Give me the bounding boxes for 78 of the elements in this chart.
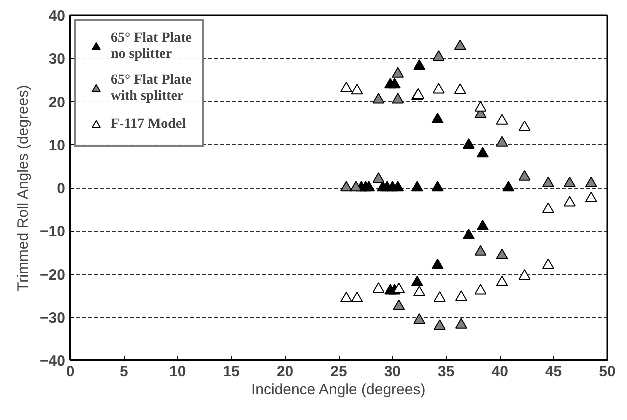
point [351,84,364,95]
point [474,101,487,112]
y-tick-label: −40 [40,353,66,370]
point [340,292,353,303]
point [462,138,475,149]
point [372,172,385,184]
point [518,170,531,181]
y-tick-label: −20 [40,266,66,284]
y-tick-label: −10 [40,224,66,241]
point [372,282,385,294]
y-tick-label: 30 [48,51,66,68]
y-tick-label: 10 [48,137,66,154]
point [474,284,487,295]
point [474,245,487,256]
point [455,290,468,302]
point [542,176,554,188]
point [392,67,404,78]
point [363,181,376,192]
y-tick-label: 0 [57,180,66,198]
point [542,202,554,214]
x-tick-label: 40 [492,364,508,380]
point [585,192,598,202]
point [432,83,445,94]
point [393,282,406,294]
x-tick-label: 45 [545,364,562,380]
point [388,78,401,89]
point [340,82,353,92]
point [476,147,489,158]
x-tick-label: 30 [384,364,402,380]
point [585,176,598,188]
y-tick-label: 20 [48,94,66,112]
point [454,40,466,50]
x-tick-label: 35 [438,364,455,380]
point [414,314,426,324]
point [496,248,508,260]
point [434,320,446,330]
x-tick-label: 15 [223,364,240,380]
y-axis-title: Trimmed Roll Angles (degrees) [15,85,32,292]
point [496,114,508,125]
point [432,113,444,124]
x-tick-label: 20 [276,364,294,380]
point [542,258,554,270]
point [564,176,576,188]
y-tick-label: 40 [48,8,66,25]
point [454,84,466,94]
point [414,286,426,296]
x-axis-title: Incidence Angle (degrees) [251,382,426,398]
point [351,292,364,303]
point [372,93,385,104]
point [496,276,508,287]
point [393,300,406,310]
legend-label: F-117 Model [111,117,186,133]
point [350,181,362,192]
point [496,136,508,147]
x-tick-label: 5 [120,364,128,380]
point [502,181,515,192]
legend-label: 65° Flat Plate no splitter [111,31,192,63]
x-tick-label: 50 [599,364,616,380]
point [411,276,424,287]
point [432,258,444,270]
point [392,93,404,104]
point [340,181,353,192]
point [434,292,446,302]
point [455,318,468,329]
point [392,181,404,192]
point [411,181,424,192]
point [518,270,531,280]
point [432,50,445,62]
y-tick-label: −30 [40,310,66,327]
x-tick-label: 10 [170,364,186,380]
point [414,60,426,70]
point [462,229,475,240]
point [476,220,489,230]
x-tick-label: 25 [330,364,348,380]
point [518,120,531,132]
point [564,196,576,207]
point [432,181,444,192]
legend-label: 65° Flat Plate with splitter [111,73,192,105]
